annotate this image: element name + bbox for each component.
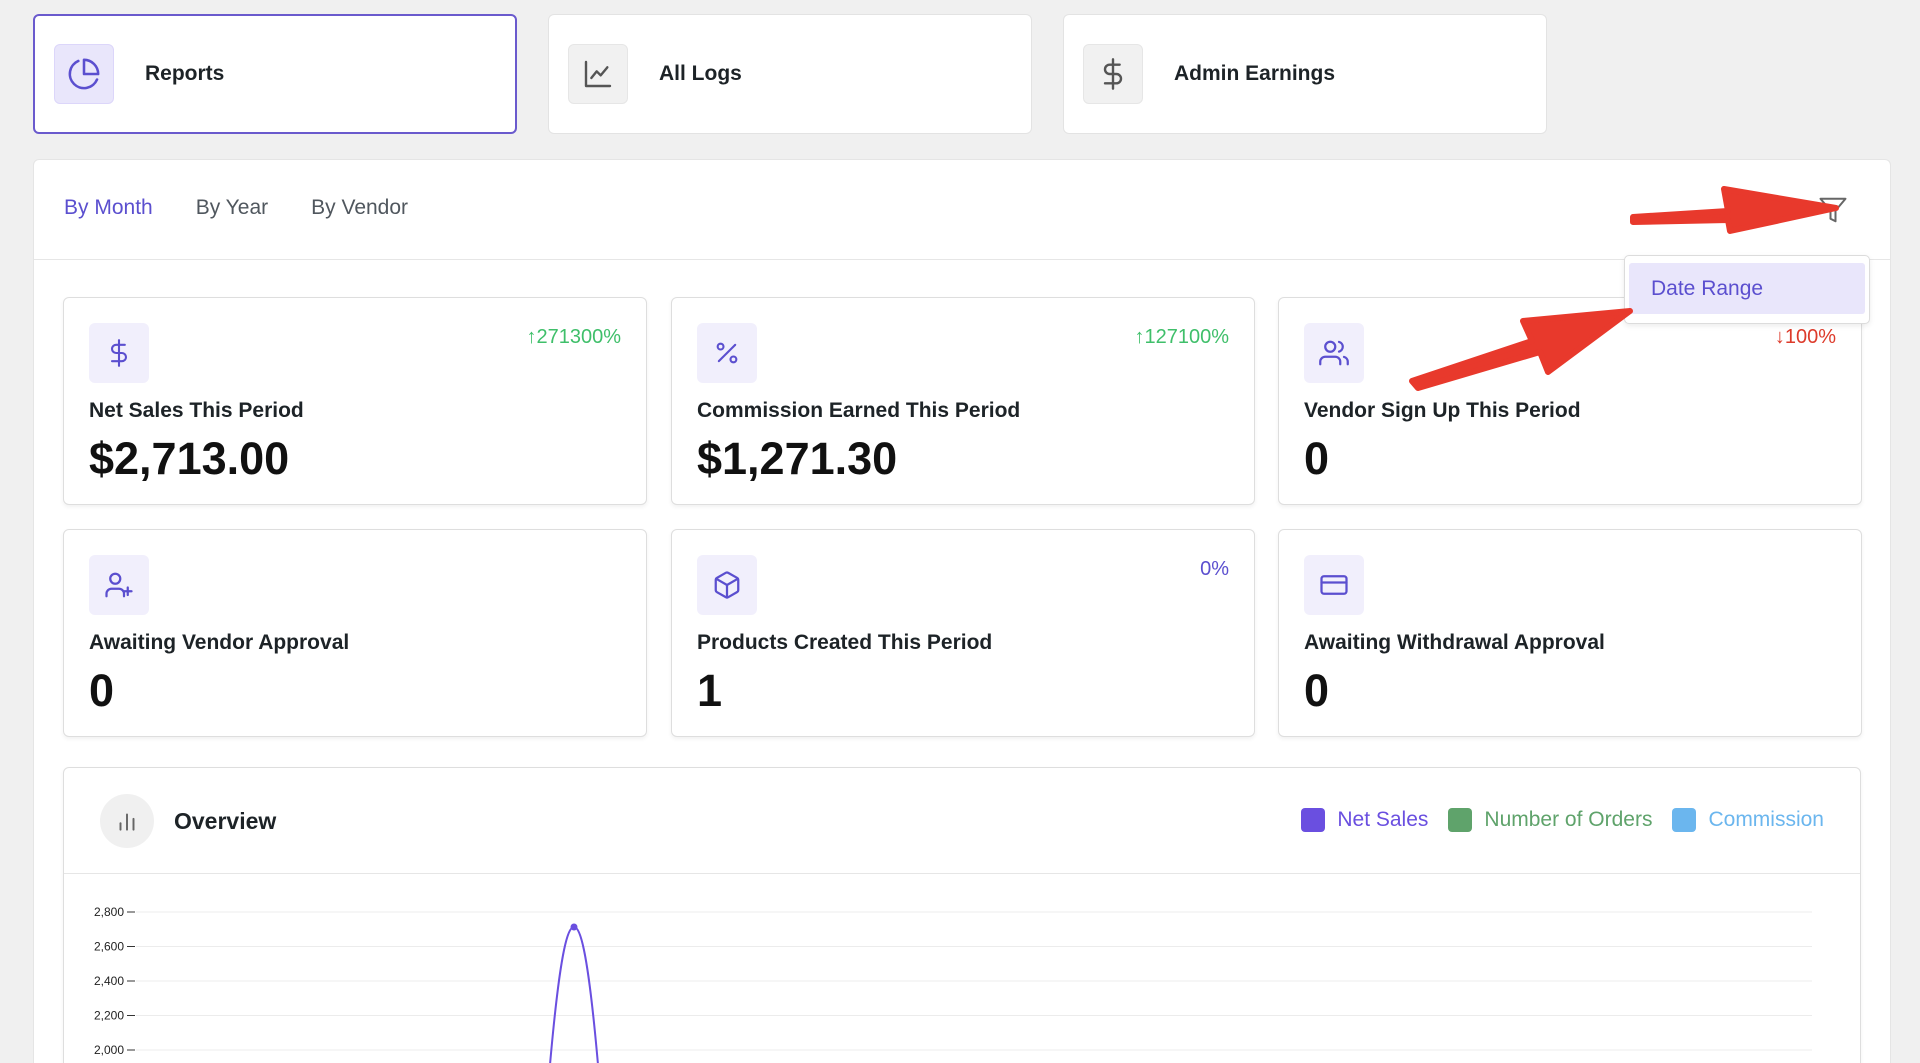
- tab-by-vendor[interactable]: By Vendor: [311, 196, 409, 219]
- filter-icon: [1818, 195, 1848, 230]
- tab-by-month[interactable]: By Month: [64, 196, 153, 219]
- panel-divider: [34, 259, 1890, 260]
- legend-label: Number of Orders: [1484, 808, 1653, 831]
- card-value: 0: [1304, 433, 1330, 484]
- arrow-down-icon: ↓: [1774, 326, 1785, 348]
- tab-reports-label: Reports: [145, 62, 225, 85]
- net-sales-line: [549, 926, 599, 1063]
- tab-all-logs-label: All Logs: [659, 62, 742, 85]
- users-icon: [1304, 323, 1364, 383]
- percent-icon: [697, 323, 757, 383]
- filter-dropdown: Date Range: [1624, 255, 1870, 324]
- card-net-sales: ↑271300% Net Sales This Period $2,713.00: [63, 297, 647, 505]
- chart-legend: Net Sales Number of Orders Commission: [1301, 808, 1824, 832]
- change-value: 271300%: [536, 326, 621, 348]
- filter-button[interactable]: [1816, 195, 1850, 229]
- y-tick-label: 2,400: [94, 974, 124, 988]
- card-title: Net Sales This Period: [89, 399, 304, 422]
- card-commission: ↑127100% Commission Earned This Period $…: [671, 297, 1255, 505]
- tab-admin-earnings[interactable]: Admin Earnings: [1063, 14, 1547, 134]
- legend-label: Commission: [1708, 808, 1824, 831]
- y-tick-label: 2,600: [94, 940, 124, 954]
- y-tick-label: 2,200: [94, 1009, 124, 1023]
- change-value: 100%: [1784, 326, 1836, 348]
- card-value: 0: [89, 665, 115, 716]
- overview-section: Overview Net Sales Number of Orders Comm…: [63, 767, 1861, 1063]
- change-value: 0%: [1200, 558, 1229, 580]
- card-title: Products Created This Period: [697, 631, 993, 654]
- top-tabs: Reports All Logs Admin Earnings: [33, 14, 1547, 134]
- legend-commission[interactable]: Commission: [1672, 808, 1824, 832]
- card-title: Awaiting Vendor Approval: [89, 631, 350, 654]
- card-value: 0: [1304, 665, 1330, 716]
- card-value: $1,271.30: [697, 433, 898, 484]
- overview-chart: 2,800 2,600 2,400 2,200 2,000: [94, 905, 1812, 1063]
- user-plus-icon: [89, 555, 149, 615]
- legend-swatch: [1301, 808, 1326, 832]
- period-tabs: By Month By Year By Vendor: [64, 196, 408, 220]
- arrow-up-icon: ↑: [526, 326, 537, 348]
- tab-reports[interactable]: Reports: [33, 14, 517, 134]
- data-point[interactable]: [570, 923, 578, 931]
- legend-number-of-orders[interactable]: Number of Orders: [1448, 808, 1652, 832]
- credit-card-icon: [1304, 555, 1364, 615]
- bar-chart-icon: [100, 794, 154, 848]
- overview-divider: [64, 873, 1860, 874]
- tab-all-logs[interactable]: All Logs: [548, 14, 1032, 134]
- overview-title: Overview: [174, 808, 277, 834]
- card-value: 1: [697, 665, 723, 716]
- card-products-created: 0% Products Created This Period 1: [671, 529, 1255, 737]
- dollar-icon: [1083, 44, 1143, 104]
- legend-net-sales[interactable]: Net Sales: [1301, 808, 1428, 832]
- dollar-icon: [89, 323, 149, 383]
- change-indicator: ↑127100%: [1134, 326, 1229, 349]
- card-title: Vendor Sign Up This Period: [1304, 399, 1581, 422]
- change-indicator: ↓100%: [1775, 326, 1836, 349]
- legend-label: Net Sales: [1337, 808, 1429, 831]
- card-title: Commission Earned This Period: [697, 399, 1021, 422]
- legend-swatch: [1672, 808, 1697, 832]
- arrow-up-icon: ↑: [1134, 326, 1145, 348]
- line-chart-icon: [568, 44, 628, 104]
- change-value: 127100%: [1144, 326, 1229, 348]
- legend-swatch: [1448, 808, 1473, 832]
- card-awaiting-vendor: Awaiting Vendor Approval 0: [63, 529, 647, 737]
- card-vendor-signup: ↓100% Vendor Sign Up This Period 0: [1278, 297, 1862, 505]
- y-tick-label: 2,000: [94, 1043, 124, 1057]
- date-range-option[interactable]: Date Range: [1629, 263, 1865, 314]
- tab-admin-earnings-label: Admin Earnings: [1174, 62, 1336, 85]
- card-title: Awaiting Withdrawal Approval: [1304, 631, 1605, 654]
- y-tick-label: 2,800: [94, 905, 124, 919]
- card-value: $2,713.00: [89, 433, 290, 484]
- change-indicator: ↑271300%: [526, 326, 621, 349]
- card-awaiting-withdrawal: Awaiting Withdrawal Approval 0: [1278, 529, 1862, 737]
- box-icon: [697, 555, 757, 615]
- tab-by-year[interactable]: By Year: [195, 196, 269, 219]
- pie-chart-icon: [54, 44, 114, 104]
